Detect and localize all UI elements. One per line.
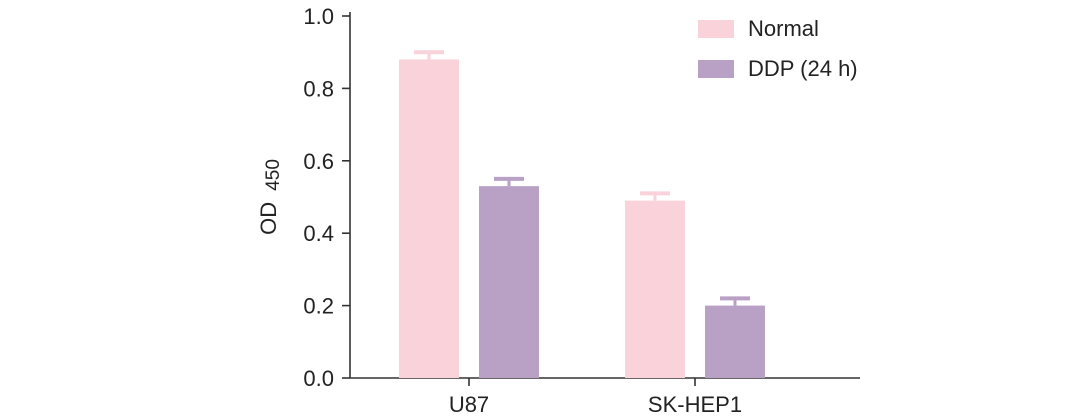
bar bbox=[705, 305, 765, 378]
y-axis-title: OD 450 bbox=[256, 159, 284, 235]
y-axis-title-main: OD bbox=[256, 202, 281, 235]
legend: Normal DDP (24 h) bbox=[698, 16, 858, 81]
y-tick-label: 0.6 bbox=[303, 149, 334, 174]
x-tick-label: SK-HEP1 bbox=[648, 392, 742, 417]
y-axis-title-subscript: 450 bbox=[263, 159, 284, 191]
bar bbox=[625, 200, 685, 378]
y-tick-label: 0.4 bbox=[303, 221, 334, 246]
x-tick-label: U87 bbox=[449, 392, 489, 417]
bar bbox=[399, 59, 459, 378]
y-axis: 0.0 0.2 0.4 0.6 0.8 1.0 bbox=[303, 4, 351, 391]
bar bbox=[479, 186, 539, 378]
legend-label: Normal bbox=[748, 16, 819, 41]
legend-swatch bbox=[698, 60, 734, 78]
legend-swatch bbox=[698, 20, 734, 38]
y-tick-label: 0.2 bbox=[303, 294, 334, 319]
y-tick-label: 0.8 bbox=[303, 76, 334, 101]
bars bbox=[399, 50, 765, 378]
y-tick-label: 0.0 bbox=[303, 366, 334, 391]
x-axis: U87 SK-HEP1 bbox=[350, 377, 860, 417]
y-tick-label: 1.0 bbox=[303, 4, 334, 29]
legend-label: DDP (24 h) bbox=[748, 56, 858, 81]
